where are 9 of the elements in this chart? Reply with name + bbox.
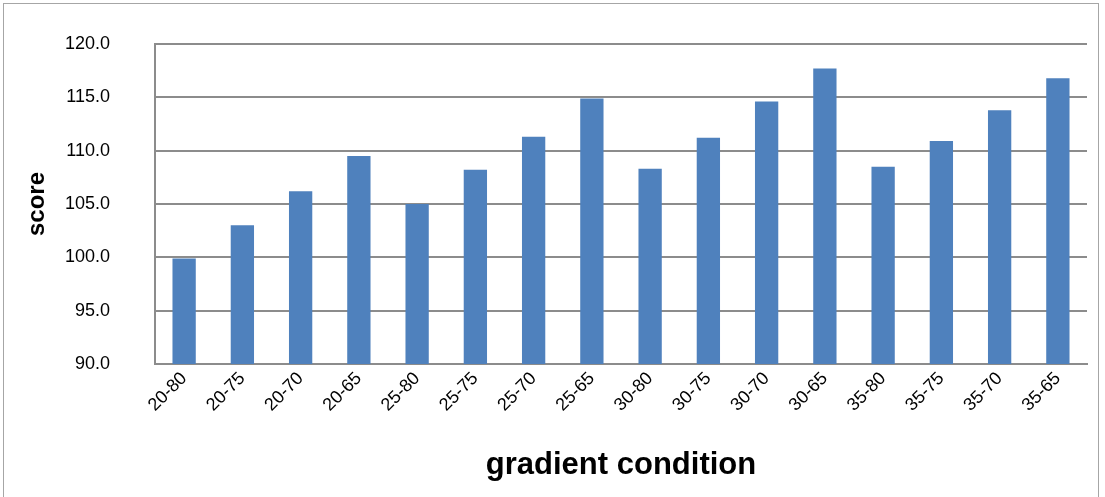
y-tick-label: 95.0 xyxy=(74,299,110,320)
y-tick-label: 105.0 xyxy=(64,192,110,213)
y-tick-label: 120.0 xyxy=(64,32,110,53)
y-tick-label: 115.0 xyxy=(66,86,110,107)
x-axis-title: gradient condition xyxy=(485,445,757,481)
y-tick-label: 90.0 xyxy=(74,352,110,373)
y-axis-title: score xyxy=(22,171,50,237)
y-tick-label: 100.0 xyxy=(64,246,110,267)
y-tick-label: 110.0 xyxy=(66,139,110,160)
